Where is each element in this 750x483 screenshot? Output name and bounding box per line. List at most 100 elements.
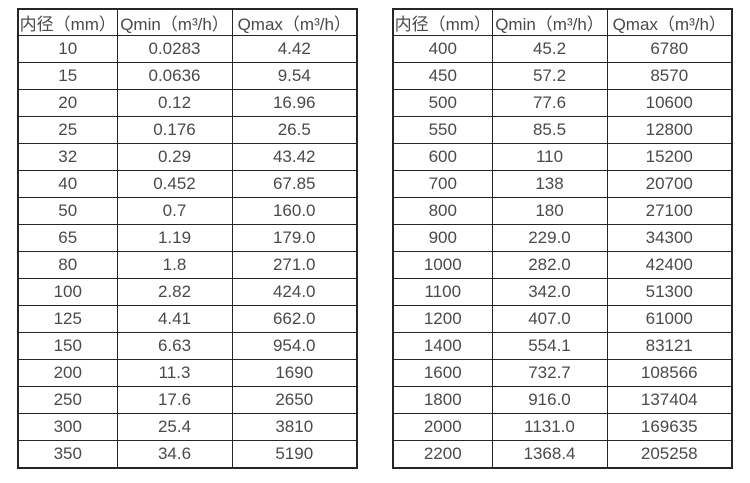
table-cell: 1600 bbox=[392, 359, 493, 387]
table-row: 25 0.176 26.5 bbox=[17, 116, 358, 144]
table-row: 80 1.8 271.0 bbox=[17, 251, 358, 279]
table-cell: 424.0 bbox=[231, 278, 358, 306]
table-cell: 0.0283 bbox=[116, 35, 233, 63]
table-cell: 45.2 bbox=[491, 35, 608, 63]
table-cell: 600 bbox=[392, 143, 493, 171]
table-row: 800 180 27100 bbox=[392, 197, 733, 225]
table-cell: 1200 bbox=[392, 305, 493, 333]
table-row: 1400 554.1 83121 bbox=[392, 332, 733, 360]
table-row: 550 85.5 12800 bbox=[392, 116, 733, 144]
table-row: 50 0.7 160.0 bbox=[17, 197, 358, 225]
table-row: 15 0.0636 9.54 bbox=[17, 62, 358, 90]
table-cell: 2000 bbox=[392, 413, 493, 441]
table-cell: 137404 bbox=[606, 386, 733, 414]
table-body: 10 0.0283 4.42 15 0.0636 9.54 20 0.12 16.96 25 0.1… bbox=[17, 35, 358, 469]
table-cell: 250 bbox=[17, 386, 118, 414]
table-cell: 2650 bbox=[231, 386, 358, 414]
table-row: 450 57.2 8570 bbox=[392, 62, 733, 90]
table-cell: 400 bbox=[392, 35, 493, 63]
table-row: 250 17.6 2650 bbox=[17, 386, 358, 414]
table-cell: 10600 bbox=[606, 89, 733, 117]
table-cell: 342.0 bbox=[491, 278, 608, 306]
table-cell: 50 bbox=[17, 197, 118, 225]
table-cell: 2200 bbox=[392, 440, 493, 469]
table-cell: 25.4 bbox=[116, 413, 233, 441]
table-cell: 700 bbox=[392, 170, 493, 198]
table-row: 32 0.29 43.42 bbox=[17, 143, 358, 171]
table-cell: 67.85 bbox=[231, 170, 358, 198]
table-cell: 1690 bbox=[231, 359, 358, 387]
table-cell: 12800 bbox=[606, 116, 733, 144]
table-cell: 4.41 bbox=[116, 305, 233, 333]
table-cell: 25 bbox=[17, 116, 118, 144]
table-cell: 61000 bbox=[606, 305, 733, 333]
table-cell: 554.1 bbox=[491, 332, 608, 360]
table-cell: 1100 bbox=[392, 278, 493, 306]
table-cell: 180 bbox=[491, 197, 608, 225]
table-cell: 0.0636 bbox=[116, 62, 233, 90]
table-body: 400 45.2 6780 450 57.2 8570 500 77.6 10600 550 85.… bbox=[392, 35, 733, 469]
table-cell: 900 bbox=[392, 224, 493, 252]
table-cell: 0.7 bbox=[116, 197, 233, 225]
table-row: 1000 282.0 42400 bbox=[392, 251, 733, 279]
table-cell: 138 bbox=[491, 170, 608, 198]
header-row: 内径（mm） Qmin（m³/h） Qmax（m³/h） bbox=[17, 8, 358, 36]
table-cell: 662.0 bbox=[231, 305, 358, 333]
table-cell: 80 bbox=[17, 251, 118, 279]
table-cell: 300 bbox=[17, 413, 118, 441]
table-cell: 17.6 bbox=[116, 386, 233, 414]
column-header-qmax: Qmax（m³/h） bbox=[231, 8, 358, 36]
table-row: 300 25.4 3810 bbox=[17, 413, 358, 441]
table-cell: 200 bbox=[17, 359, 118, 387]
table-cell: 77.6 bbox=[491, 89, 608, 117]
table-cell: 732.7 bbox=[491, 359, 608, 387]
header-row: 内径（mm） Qmin（m³/h） Qmax（m³/h） bbox=[392, 8, 733, 36]
table-row: 20 0.12 16.96 bbox=[17, 89, 358, 117]
table-cell: 1000 bbox=[392, 251, 493, 279]
table-cell: 1400 bbox=[392, 332, 493, 360]
table-row: 125 4.41 662.0 bbox=[17, 305, 358, 333]
table-cell: 65 bbox=[17, 224, 118, 252]
table-cell: 229.0 bbox=[491, 224, 608, 252]
table-cell: 9.54 bbox=[231, 62, 358, 90]
table-row: 200 11.3 1690 bbox=[17, 359, 358, 387]
table-cell: 1800 bbox=[392, 386, 493, 414]
column-header-qmax: Qmax（m³/h） bbox=[606, 8, 733, 36]
table-row: 65 1.19 179.0 bbox=[17, 224, 358, 252]
table-row: 1800 916.0 137404 bbox=[392, 386, 733, 414]
table-cell: 8570 bbox=[606, 62, 733, 90]
table-cell: 1368.4 bbox=[491, 440, 608, 469]
table-cell: 15200 bbox=[606, 143, 733, 171]
column-header-qmin: Qmin（m³/h） bbox=[491, 8, 608, 36]
flow-rate-table-left: 内径（mm） Qmin（m³/h） Qmax（m³/h） 10 0.0283 4.4… bbox=[17, 8, 358, 469]
table-cell: 125 bbox=[17, 305, 118, 333]
table-cell: 0.176 bbox=[116, 116, 233, 144]
table-cell: 160.0 bbox=[231, 197, 358, 225]
table-cell: 1131.0 bbox=[491, 413, 608, 441]
column-header-qmin: Qmin（m³/h） bbox=[116, 8, 233, 36]
table-row: 40 0.452 67.85 bbox=[17, 170, 358, 198]
table-cell: 282.0 bbox=[491, 251, 608, 279]
table-cell: 179.0 bbox=[231, 224, 358, 252]
table-cell: 6780 bbox=[606, 35, 733, 63]
table-cell: 110 bbox=[491, 143, 608, 171]
table-row: 1100 342.0 51300 bbox=[392, 278, 733, 306]
table-cell: 26.5 bbox=[231, 116, 358, 144]
table-cell: 6.63 bbox=[116, 332, 233, 360]
table-cell: 43.42 bbox=[231, 143, 358, 171]
table-cell: 271.0 bbox=[231, 251, 358, 279]
table-row: 1600 732.7 108566 bbox=[392, 359, 733, 387]
table-cell: 27100 bbox=[606, 197, 733, 225]
table-cell: 150 bbox=[17, 332, 118, 360]
table-cell: 407.0 bbox=[491, 305, 608, 333]
table-cell: 916.0 bbox=[491, 386, 608, 414]
table-cell: 954.0 bbox=[231, 332, 358, 360]
table-cell: 3810 bbox=[231, 413, 358, 441]
table-cell: 85.5 bbox=[491, 116, 608, 144]
table-cell: 0.29 bbox=[116, 143, 233, 171]
table-row: 2000 1131.0 169635 bbox=[392, 413, 733, 441]
table-cell: 11.3 bbox=[116, 359, 233, 387]
table-row: 100 2.82 424.0 bbox=[17, 278, 358, 306]
